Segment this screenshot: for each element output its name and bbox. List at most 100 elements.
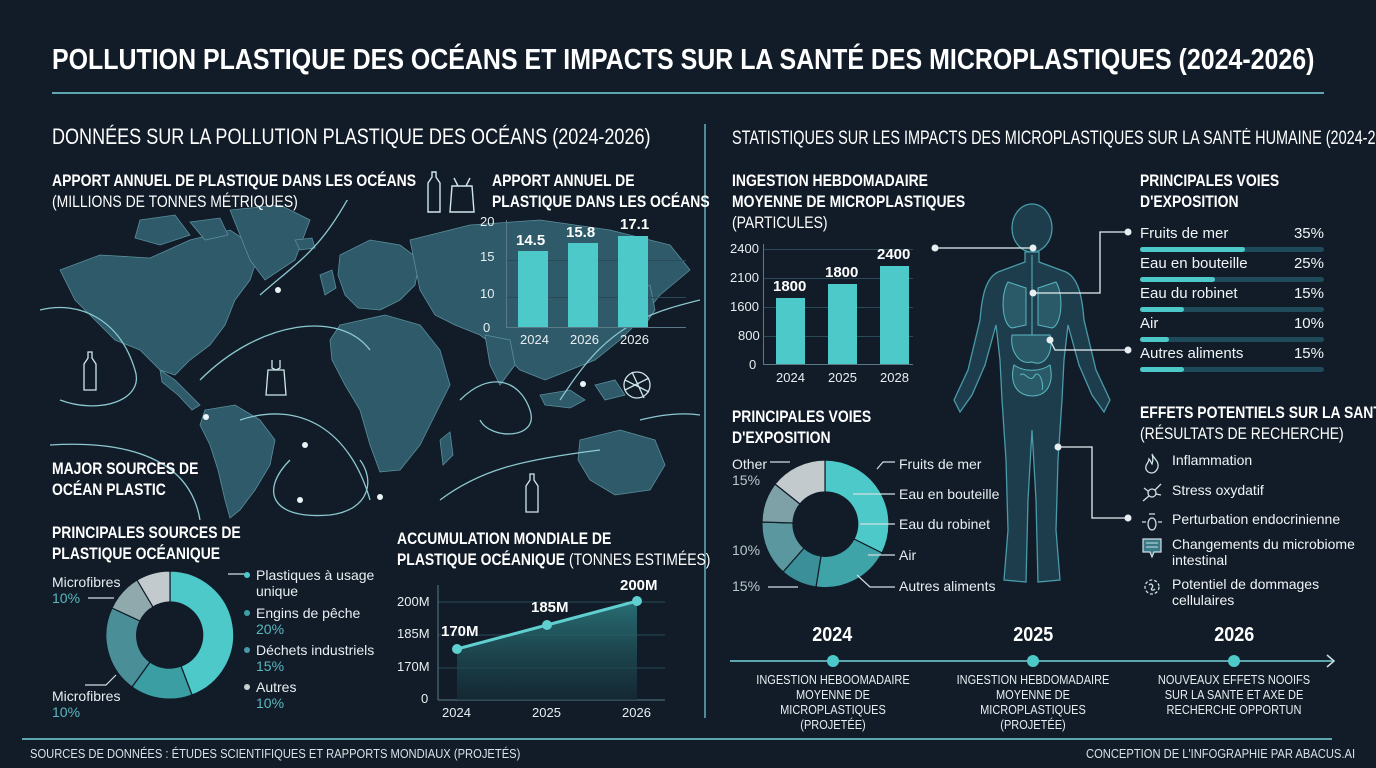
y-tick: 0 [421,691,429,706]
x-tick: 2028 [880,370,909,385]
effect-stress-oxydatif: Stress oxydatif [1140,482,1264,504]
accumulation-title-2: PLASTIQUE OCÉANIQUE (TONNES ESTIMÉES) [397,550,711,569]
bar-2026: 17.1 [618,214,649,327]
right-section-title: STATISTIQUES SUR LES IMPACTS DES MICROPL… [732,128,1376,149]
health-effects-subtitle: (RÉSULTATS DE RECHERCHE) [1140,424,1344,443]
legend-dot [244,647,250,653]
intestine-icon [1142,538,1162,558]
donut-right-label: Eau du robinet [899,516,991,532]
exposure-donut-leaders [768,461,895,588]
timeline-year-2026: 2026 [1214,624,1255,646]
legend-item: Plastiques à usage unique [244,567,384,599]
legend-dot [244,684,250,690]
gridline [763,278,913,279]
health-effects-title: EFFETS POTENTIELS SUR LA SANTÉ [1140,403,1376,422]
hormone-icon [1142,513,1162,531]
cell-damage-icon [1144,579,1160,595]
footer-sources: SOURCES DE DONNÉES : ÉTUDES SCIENTIFIQUE… [30,746,521,761]
legend-item: Déchets industriels 15% [244,642,384,674]
callout-microfibres-top: Microfibres 10% [52,574,121,606]
ingestion-title-2: MOYENNE DE MICROPLASTIQUES [732,192,966,211]
human-body-figure [953,203,1111,583]
inflow-chart-title-1: APPORT ANNUEL DE [492,171,635,190]
inflow-chart-title-2: PLASTIQUE DANS LES OCÉANS [492,192,710,211]
line-plot [437,585,665,701]
timeline-text-2025: INGESTION HEBDOMADAIRE MOYENNE DE MICROPL… [956,673,1110,732]
section-divider [704,124,706,718]
sources-legend: Plastiques à usage unique Engins de pêch… [244,567,384,711]
bottle-and-bag-icon [427,171,475,213]
y-axis [506,220,507,328]
x-tick: 2024 [442,705,471,720]
timeline-text-2026: NOUVEAUX EFFETS NOOIFS SUR LA SANTE ET AX… [1157,673,1311,717]
left-section-title: DONNÉES SUR LA POLLUTION PLASTIQUE DES O… [52,124,651,149]
sources-donut-title-2: PLASTIQUE OCÉANIQUE [52,544,221,563]
page-title: POLLUTION PLASTIQUE DES OCÉANS ET IMPACT… [52,44,1315,76]
bar-2024: 14.5 [516,214,548,327]
donut-label-15: 15% [732,578,761,594]
y-tick: 185M [397,626,430,641]
exposure-donut-title-1: PRINCIPALES VOIES [732,407,872,426]
point-label: 185M [531,599,569,616]
map-label-1: MAJOR SOURCES DE [52,459,199,478]
exposure-bars-title-2: D'EXPOSITION [1140,192,1239,211]
world-map [40,200,700,520]
y-tick: 2400 [730,241,759,256]
molecule-icon [1142,483,1162,502]
y-tick: 15 [480,249,495,264]
x-tick: 2025 [828,370,857,385]
map-label-2: OCÉAN PLASTIC [52,480,166,499]
donut-right-label: Fruits de mer [899,456,982,472]
timeline-axis [730,654,1336,668]
y-tick: 200M [397,594,430,609]
legend-dot [244,572,250,578]
donut-label-10: 10% [732,542,761,558]
y-tick: 1600 [730,299,759,314]
effect-inflammation: Inflammation [1140,452,1252,474]
inflow-bar-chart: 20 15 10 0 14.5 15.8 17.1 2024 2026 2026 [478,214,698,354]
timeline-text-2024: INGESTION HEBOOMADAIRE MOYENNE DE MICROPL… [756,673,910,732]
y-tick: 0 [749,357,757,372]
y-tick: 0 [483,320,491,335]
exposure-bar-eau-en-bouteille: Eau en bouteille 25% [1140,255,1324,282]
timeline-year-2025: 2025 [1013,624,1054,646]
point-label: 170M [441,623,479,640]
x-axis [763,364,913,365]
y-tick: 170M [397,659,430,674]
exposure-bars-title-1: PRINCIPALES VOIES [1140,171,1280,190]
exposure-bar-air: Air 10% [1140,315,1324,342]
donut-label-other: Other 15% [732,456,768,488]
footer-divider [22,738,1332,740]
footer-credit: CONCEPTION DE L'INFOGRAPHIE PAR ABACUS.A… [1086,746,1356,761]
timeline-year-2024: 2024 [812,624,853,646]
donut-right-label: Eau en bouteille [899,486,1000,502]
legend-item: Autres 10% [244,679,384,711]
y-tick: 800 [738,328,760,343]
bar-2028: 2400 [877,240,910,364]
callout-microfibres-bottom: Microfibres 10% [52,688,121,720]
legend-dot [244,610,250,616]
y-tick: 10 [480,286,495,301]
ingestion-title-1: INGESTION HEBDOMADAIRE [732,171,928,190]
legend-item: Engins de pêche 20% [244,605,384,637]
donut-leader-lines [85,573,245,686]
ingestion-title-3: (PARTICULES) [732,213,828,232]
bar-2025: 1800 [825,240,858,364]
flame-icon [1145,453,1159,474]
title-divider [52,92,1324,94]
point-label: 200M [620,577,658,594]
x-tick: 2026 [620,332,649,347]
body-connectors [931,228,1132,522]
arrow-right-icon [1326,654,1336,668]
sources-donut-title-1: PRINCIPALES SOURCES DE [52,523,241,542]
x-tick: 2026 [570,332,599,347]
ingestion-bar-chart: 2400 2100 1600 800 0 1800 1800 2400 2024… [730,240,920,390]
effect-perturbation-endocrinienne: Perturbation endocrinienne [1140,511,1340,533]
x-tick: 2026 [622,705,651,720]
map-title: APPORT ANNUEL DE PLASTIQUE DANS LES OCÉA… [52,171,417,190]
x-tick: 2024 [776,370,805,385]
y-tick: 2100 [730,270,759,285]
y-tick: 20 [480,214,495,229]
y-axis [763,244,764,365]
bar-2024: 1800 [773,240,806,364]
